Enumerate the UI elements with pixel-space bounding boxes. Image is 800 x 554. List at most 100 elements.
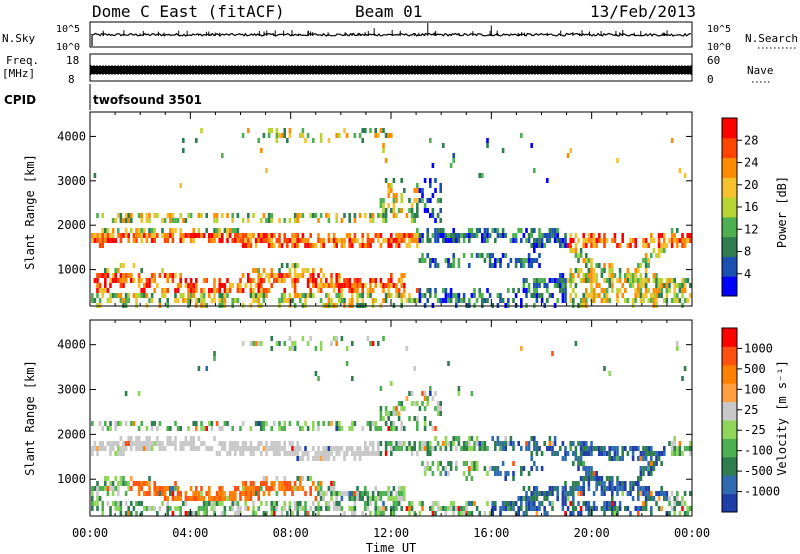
rti-cell	[262, 421, 266, 426]
rti-cell	[124, 501, 128, 506]
rti-cell	[135, 233, 138, 238]
rti-cell	[91, 298, 94, 303]
rti-cell	[369, 511, 372, 516]
rti-cell	[478, 293, 481, 298]
rti-cell	[382, 128, 385, 133]
rti-cell	[364, 441, 367, 446]
rti-cell	[221, 233, 224, 238]
rti-cell	[535, 298, 539, 303]
rti-cell	[538, 278, 541, 283]
rti-cell	[629, 283, 632, 288]
rti-cell	[426, 228, 429, 233]
rti-cell	[522, 288, 526, 293]
rti-cell	[527, 446, 531, 451]
rti-cell	[369, 128, 372, 133]
rti-cell	[395, 406, 398, 411]
rti-cell	[468, 441, 471, 446]
rti-cell	[148, 476, 151, 481]
rti-cell	[639, 451, 643, 456]
rti-cell	[182, 446, 185, 451]
rti-cell	[262, 426, 266, 431]
rti-cell	[140, 268, 143, 273]
rti-cell	[137, 278, 141, 283]
rti-cell	[322, 456, 325, 461]
rti-cell	[538, 228, 541, 233]
rti-cell	[319, 213, 323, 218]
rti-cell	[301, 268, 305, 273]
rti-cell	[319, 298, 323, 303]
rti-cell	[681, 243, 684, 248]
rti-cell	[252, 486, 255, 491]
rti-cell	[166, 506, 169, 511]
rti-cell	[481, 173, 484, 178]
rti-cell	[343, 278, 346, 283]
rti-cell	[600, 491, 604, 496]
rti-cell	[137, 228, 141, 233]
rti-cell	[486, 446, 489, 451]
rti-cell	[421, 506, 424, 511]
rti-cell	[639, 466, 643, 471]
rti-cell	[525, 293, 528, 298]
rti-cell	[338, 421, 341, 426]
rti-cell	[410, 233, 414, 238]
rti-cell	[569, 278, 572, 283]
rti-cell	[538, 283, 541, 288]
rti-cell	[475, 461, 479, 466]
rti-cell	[202, 501, 206, 506]
rti-cell	[686, 278, 689, 283]
rti-cell	[314, 346, 318, 351]
rti-cell	[611, 511, 614, 516]
rti-cell	[431, 163, 435, 168]
rti-cell	[319, 456, 323, 461]
rti-cell	[465, 233, 468, 238]
rti-cell	[215, 421, 219, 426]
rti-cell	[483, 466, 487, 471]
rti-cell	[605, 298, 609, 303]
nsearch-label: N.Search	[745, 32, 798, 45]
rti-cell	[247, 496, 250, 501]
rti-cell	[639, 491, 643, 496]
rti-cell	[119, 278, 123, 283]
rti-cell	[200, 506, 203, 511]
rti-cell	[153, 288, 156, 293]
rti-cell	[582, 441, 585, 446]
rti-cell	[293, 501, 297, 506]
rti-cell	[299, 446, 302, 451]
rti-cell	[670, 446, 674, 451]
rti-cell	[683, 238, 687, 243]
rti-cell	[507, 298, 510, 303]
rti-cell	[382, 491, 385, 496]
rti-cell	[387, 183, 390, 188]
rti-cell	[221, 238, 224, 243]
rti-cell	[200, 491, 203, 496]
rti-cell	[182, 138, 185, 143]
rti-cell	[377, 233, 380, 238]
rti-cell	[436, 501, 440, 506]
rti-cell	[356, 496, 359, 501]
rti-cell	[449, 441, 453, 446]
rti-cell	[351, 426, 354, 431]
rti-cell	[686, 238, 689, 243]
rti-cell	[143, 283, 146, 288]
rti-cell	[312, 213, 315, 218]
rti-cell	[273, 451, 276, 456]
rti-cell	[514, 233, 518, 238]
rti-cell	[119, 501, 123, 506]
rti-cell	[132, 421, 136, 426]
rti-cell	[265, 288, 268, 293]
rti-cell	[379, 491, 383, 496]
rti-cell	[574, 293, 578, 298]
rti-cell	[564, 293, 567, 298]
rti-cell	[618, 481, 622, 486]
rti-cell	[603, 451, 606, 456]
rti-cell	[501, 501, 505, 506]
rti-cell	[520, 228, 523, 233]
rti-cell	[525, 288, 528, 293]
rti-cell	[260, 273, 263, 278]
rti-cell	[465, 476, 468, 481]
rti-cell	[488, 253, 492, 258]
rti-cell	[161, 293, 164, 298]
rti-cell	[283, 421, 286, 426]
rti-cell	[163, 273, 167, 278]
rti-cell	[421, 461, 424, 466]
